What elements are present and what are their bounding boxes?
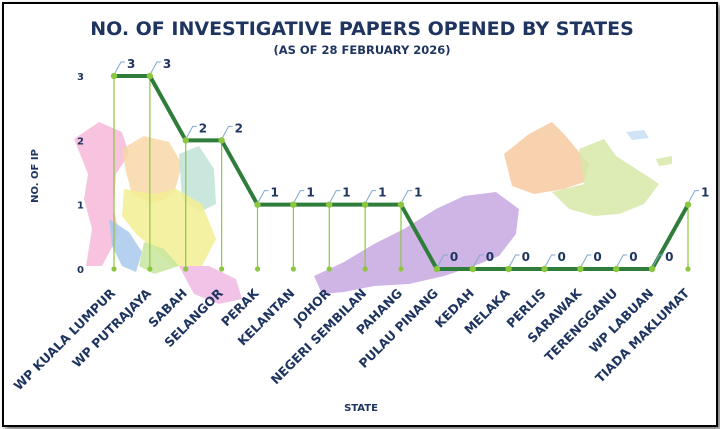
data-label-callout	[473, 254, 484, 267]
data-label: 0	[450, 250, 458, 264]
base-point	[111, 266, 117, 272]
data-label-callout	[150, 61, 161, 74]
base-point	[613, 266, 619, 272]
data-label: 0	[522, 250, 530, 264]
data-point	[290, 201, 297, 208]
base-point	[254, 266, 261, 272]
data-label-callout	[545, 254, 556, 267]
base-point	[183, 266, 189, 272]
data-label: 1	[271, 186, 279, 200]
data-label-callout	[652, 254, 664, 267]
y-tick-label: 2	[77, 136, 84, 147]
map-region-shape	[314, 192, 519, 294]
data-label-callout	[509, 254, 520, 267]
data-label: 1	[306, 186, 314, 200]
data-label: 0	[593, 250, 601, 264]
base-point	[470, 266, 476, 272]
y-tick-label: 0	[77, 265, 84, 276]
data-label: 0	[665, 250, 673, 264]
data-label-callout	[580, 254, 592, 267]
base-point	[290, 266, 296, 272]
data-label-callout	[293, 190, 305, 202]
data-label-callout	[365, 190, 377, 202]
map-region-shape	[122, 189, 216, 266]
data-label: 3	[127, 57, 135, 71]
y-tick-label: 3	[77, 72, 84, 83]
data-label: 2	[235, 121, 243, 135]
data-label-callout	[437, 254, 448, 267]
data-point	[361, 201, 369, 208]
base-point	[398, 266, 404, 272]
x-axis-title: STATE	[344, 403, 378, 414]
map-region-shape	[504, 122, 589, 194]
data-point	[254, 201, 261, 208]
base-point	[362, 266, 368, 272]
data-label-callout	[401, 190, 412, 202]
data-label-callout	[688, 190, 699, 202]
data-point	[397, 201, 405, 208]
data-label-callout	[186, 125, 197, 138]
data-point	[182, 137, 189, 144]
data-label: 2	[199, 121, 207, 135]
base-point	[685, 266, 691, 272]
data-point	[326, 201, 333, 208]
data-label: 3	[163, 57, 171, 71]
malaysia-map-background	[74, 122, 672, 304]
base-point	[326, 266, 332, 272]
data-label-callout	[222, 125, 233, 138]
data-label: 1	[378, 186, 386, 200]
data-label-callout	[616, 254, 628, 267]
data-label: 0	[486, 250, 494, 264]
data-point	[684, 201, 692, 208]
map-region-shape	[139, 242, 179, 274]
data-label: 0	[629, 250, 637, 264]
base-point	[649, 266, 655, 272]
base-point	[506, 266, 512, 272]
base-point	[147, 266, 153, 272]
data-label-callout	[258, 190, 269, 202]
data-point	[110, 72, 118, 80]
data-label-callout	[114, 61, 125, 74]
map-region-shape	[179, 146, 216, 212]
y-tick-label: 1	[77, 201, 84, 212]
map-region-shape	[626, 130, 649, 140]
data-label: 0	[558, 250, 566, 264]
data-label: 1	[701, 186, 709, 200]
chart-title: NO. OF INVESTIGATIVE PAPERS OPENED BY ST…	[90, 18, 634, 40]
chart-subtitle: (AS OF 28 FEBRUARY 2026)	[273, 43, 450, 57]
map-region-shape	[122, 136, 182, 204]
data-label: 1	[342, 186, 350, 200]
data-label: 1	[414, 186, 422, 200]
y-axis-title: NO. OF IP	[30, 149, 41, 203]
data-label-callout	[329, 190, 341, 202]
base-point	[219, 266, 225, 272]
line-chart: NO. OF INVESTIGATIVE PAPERS OPENED BY ST…	[10, 18, 709, 414]
data-point	[218, 137, 225, 144]
base-point	[434, 266, 440, 272]
map-region-shape	[552, 139, 659, 216]
map-region-shape	[109, 219, 142, 272]
map-region-shape	[656, 156, 672, 166]
map-region-shape	[179, 266, 242, 304]
base-point	[577, 266, 583, 272]
data-point	[146, 72, 154, 80]
base-point	[541, 266, 548, 272]
